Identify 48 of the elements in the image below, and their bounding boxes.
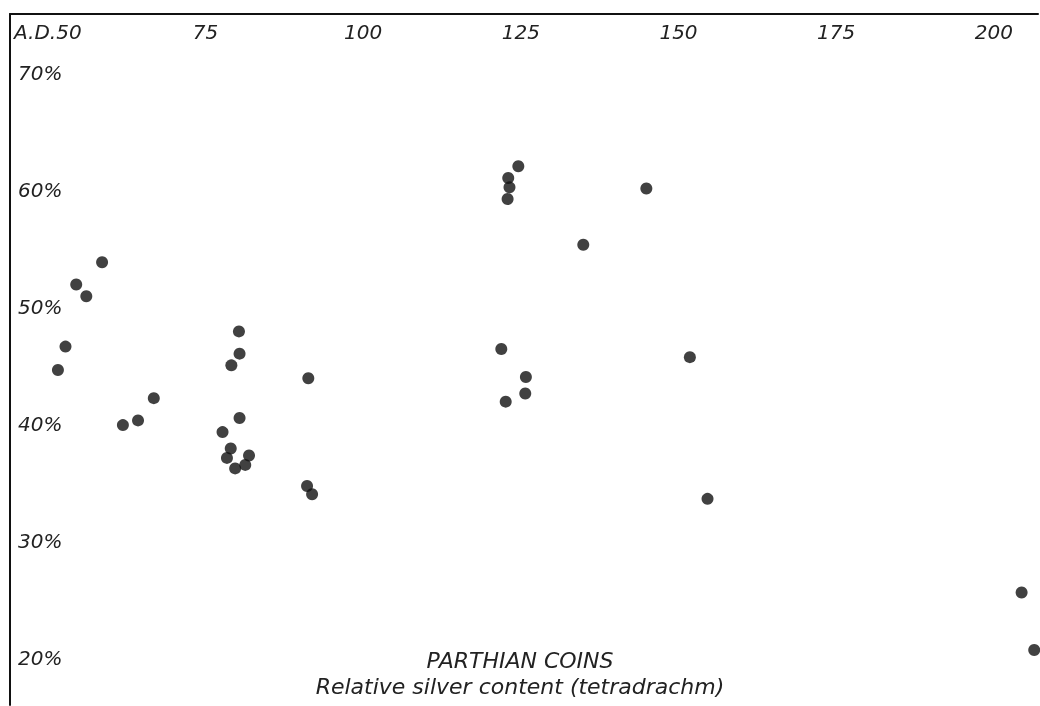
point	[499, 395, 512, 408]
point	[243, 449, 256, 462]
point	[116, 419, 129, 432]
point	[59, 340, 72, 353]
x-tick-label: A.D.50	[12, 20, 82, 44]
point	[232, 325, 245, 338]
point	[216, 426, 229, 439]
x-tick-label: 150	[659, 20, 698, 44]
y-tick-label: 60%	[18, 177, 63, 202]
point	[502, 171, 515, 184]
point	[501, 193, 514, 206]
point	[224, 442, 237, 455]
point	[302, 372, 315, 385]
y-tick-label: 70%	[18, 60, 63, 85]
y-tick-label: 40%	[18, 411, 63, 436]
point	[147, 392, 160, 405]
text: Relative silver content (tetradrachm)	[315, 673, 725, 699]
y-tick-label: 50%	[18, 294, 63, 319]
point	[519, 387, 532, 400]
x-tick-label: 100	[344, 20, 383, 44]
point	[229, 462, 242, 475]
x-tick-label: 75	[192, 20, 219, 44]
point	[512, 160, 525, 173]
point	[96, 256, 109, 269]
point	[80, 290, 93, 303]
y-tick-label: 30%	[18, 529, 63, 554]
point	[70, 278, 83, 291]
y-tick-label: 20%	[18, 646, 63, 671]
point	[577, 238, 590, 251]
point	[233, 347, 246, 360]
point	[51, 364, 64, 377]
point	[306, 488, 319, 501]
x-tick-label: 200	[974, 20, 1013, 44]
point	[239, 458, 252, 471]
point	[1028, 643, 1040, 656]
point	[519, 371, 532, 384]
point	[495, 342, 508, 355]
point	[132, 414, 145, 427]
point	[233, 412, 246, 425]
point	[701, 492, 714, 505]
point	[640, 182, 653, 195]
x-tick-label: 175	[817, 20, 856, 44]
point	[220, 451, 233, 464]
x-tick-label: 125	[501, 20, 540, 44]
point	[225, 359, 238, 372]
point	[683, 351, 696, 364]
point	[1015, 586, 1028, 599]
text: PARTHIAN COINS	[426, 647, 614, 673]
